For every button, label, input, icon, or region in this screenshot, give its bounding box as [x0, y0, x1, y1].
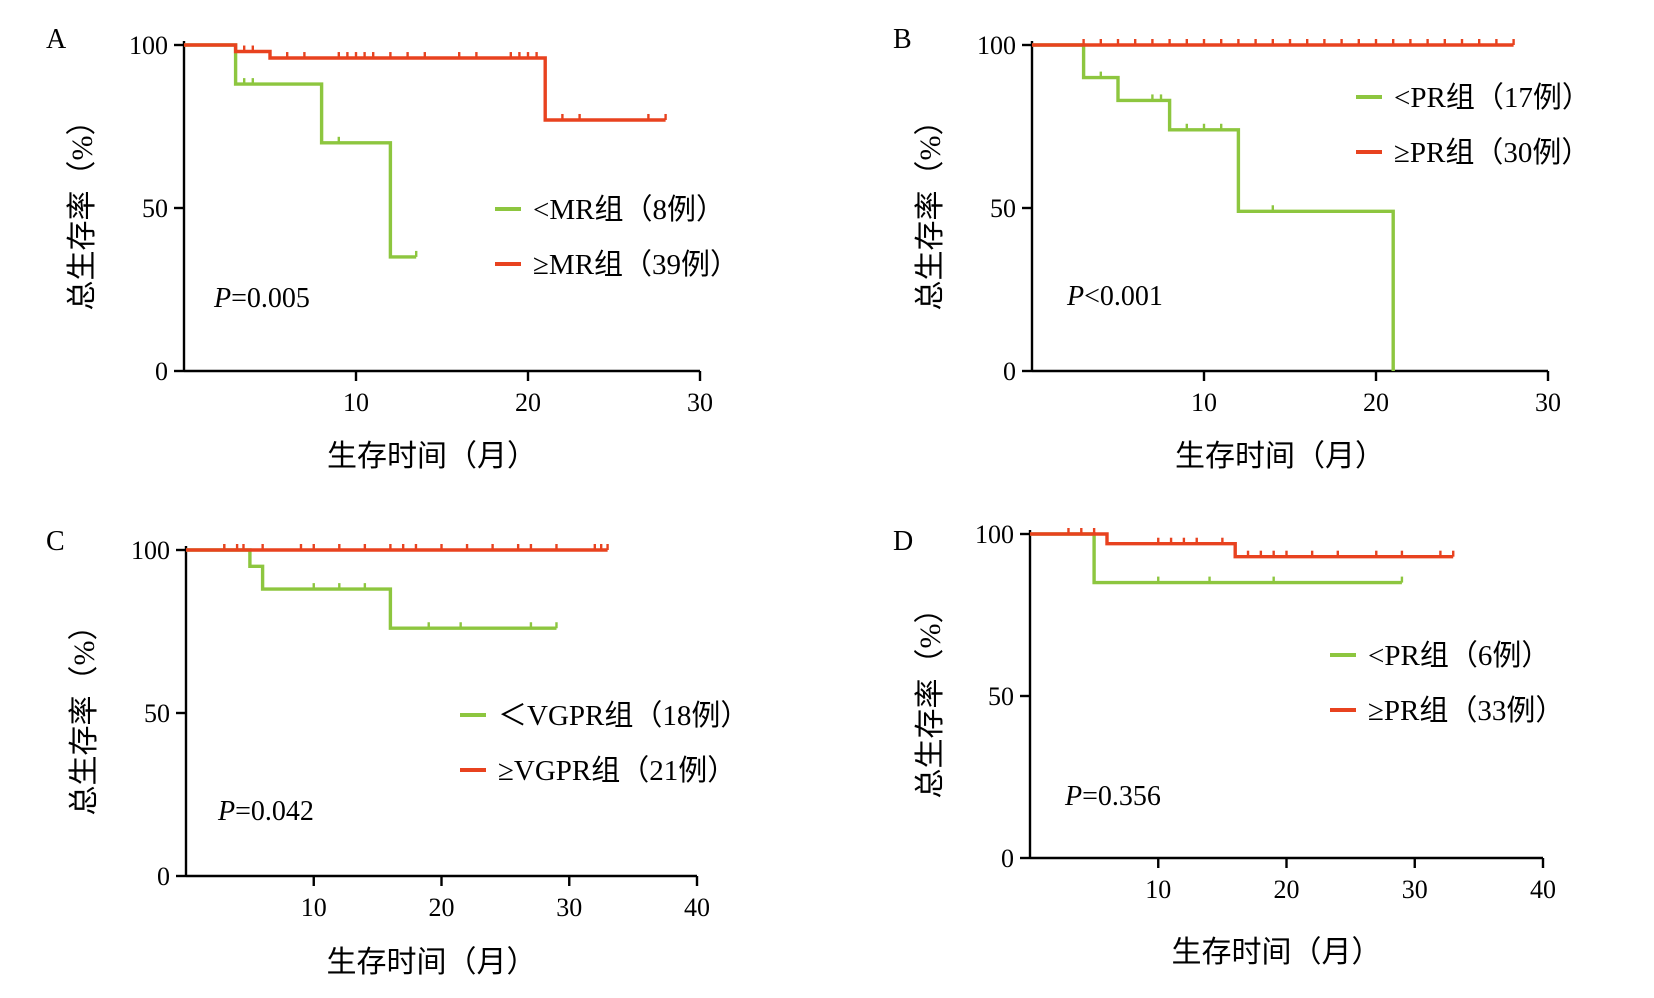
x-axis-label: 生存时间（月） [327, 440, 537, 473]
y-axis-label: 总生存率（%） [914, 106, 947, 311]
panel-a: A 0 50 100 10 20 30 总生存率（%） 生存时间（月） <MR组（8例） ≥MR组（… [46, 24, 739, 473]
y-tick-label: 50 [144, 699, 170, 728]
x-tick-label: 40 [684, 893, 710, 922]
legend-label: <PR组（6例） [1368, 639, 1550, 672]
y-tick-label: 100 [129, 31, 168, 60]
p-value: P<0.001 [1066, 281, 1163, 312]
y-tick-label: 50 [142, 194, 168, 223]
y-axis-label: 总生存率（%） [914, 594, 947, 799]
p-value: P=0.356 [1064, 781, 1161, 812]
panel-letter: A [46, 24, 67, 55]
y-axis-label: 总生存率（%） [66, 106, 99, 311]
p-value: P=0.042 [217, 796, 314, 827]
y-tick-label: 0 [1003, 357, 1016, 386]
x-axis-label: 生存时间（月） [1175, 440, 1385, 473]
x-tick-label: 10 [301, 893, 327, 922]
y-axis-label: 总生存率（%） [68, 611, 101, 816]
y-tick-label: 0 [157, 862, 170, 891]
x-tick-label: 10 [1191, 388, 1217, 417]
panel-letter: B [893, 24, 912, 55]
y-tick-label: 100 [131, 536, 170, 565]
km-curve-low [1032, 43, 1395, 371]
x-tick-label: 10 [343, 388, 369, 417]
legend-label: <MR组（8例） [533, 193, 725, 226]
x-axis-label: 生存时间（月） [1172, 936, 1382, 969]
x-axis-label: 生存时间（月） [327, 946, 537, 979]
panel-letter: D [893, 526, 913, 557]
y-tick-label: 50 [990, 194, 1016, 223]
legend-label: ≥PR组（33例） [1368, 694, 1564, 727]
panel-c: C 0 50 100 10 20 30 40 总生存率（%） 生存时间（月） ＜VGPR组（18例）… [46, 526, 749, 979]
x-tick-label: 30 [687, 388, 713, 417]
x-tick-label: 10 [1145, 875, 1171, 904]
p-value: P=0.005 [213, 283, 310, 314]
km-curve-low [186, 548, 557, 630]
km-curve-high [184, 43, 666, 122]
x-tick-label: 20 [429, 893, 455, 922]
x-tick-label: 20 [1274, 875, 1300, 904]
y-tick-label: 50 [988, 682, 1014, 711]
y-tick-label: 0 [1001, 844, 1014, 873]
x-tick-label: 20 [515, 388, 541, 417]
panel-b: B 0 50 100 10 20 30 总生存率（%） 生存时间（月） <PR组（17例） ≥PR组… [893, 24, 1591, 473]
panel-letter: C [46, 526, 65, 557]
x-tick-label: 40 [1530, 875, 1556, 904]
legend-label: ≥VGPR组（21例） [498, 754, 736, 787]
x-tick-label: 30 [1402, 875, 1428, 904]
legend-label: <PR组（17例） [1394, 81, 1591, 114]
legend-label: ≥PR组（30例） [1394, 136, 1590, 169]
y-tick-label: 100 [975, 520, 1014, 549]
y-tick-label: 0 [155, 357, 168, 386]
legend-label: ≥MR组（39例） [533, 248, 739, 281]
km-curve-low [184, 43, 417, 259]
legend-label: ＜VGPR组（18例） [498, 699, 749, 732]
y-tick-label: 100 [977, 31, 1016, 60]
panel-d: D 0 50 100 10 20 30 40 总生存率（%） 生存时间（月） <PR组（6例） ≥PR… [893, 520, 1564, 969]
x-tick-label: 30 [556, 893, 582, 922]
x-tick-label: 20 [1363, 388, 1389, 417]
x-tick-label: 30 [1535, 388, 1561, 417]
